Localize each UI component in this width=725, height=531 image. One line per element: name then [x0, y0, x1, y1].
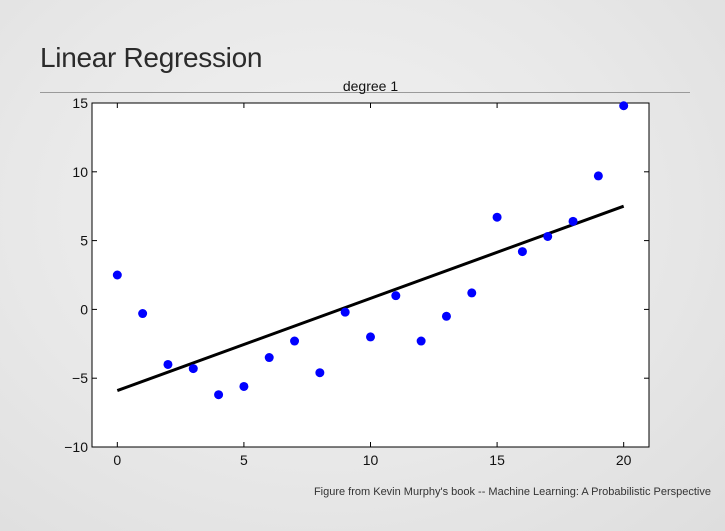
data-point [340, 307, 350, 317]
x-tick-label: 15 [489, 452, 505, 468]
data-point [214, 390, 224, 400]
data-point [112, 270, 122, 280]
data-point [163, 359, 173, 369]
data-point [416, 336, 426, 346]
y-tick-label: 0 [80, 301, 88, 317]
figure-caption: Figure from Kevin Murphy's book -- Machi… [313, 486, 711, 498]
y-tick-label: 10 [72, 164, 88, 180]
x-tick-label: 0 [113, 452, 121, 468]
plot-frame [91, 102, 650, 448]
chart-title: degree 1 [343, 78, 398, 94]
data-point [517, 247, 527, 257]
y-tick-label: 5 [80, 233, 88, 249]
data-point [619, 101, 629, 111]
slide-title: Linear Regression [40, 42, 263, 73]
plot-area: degree 1 0 5 10 15 20 −10 −5 0 5 10 15 [64, 78, 650, 468]
title-divider [40, 92, 690, 93]
data-point [188, 364, 198, 374]
data-point [543, 231, 553, 241]
data-point [441, 311, 451, 321]
y-tick-label: 15 [72, 95, 88, 111]
data-point [391, 291, 401, 301]
regression-line [116, 204, 625, 392]
x-tick-label: 5 [240, 452, 248, 468]
data-point [492, 212, 502, 222]
x-tick-label: 10 [363, 452, 379, 468]
data-point [264, 353, 274, 363]
data-point [290, 336, 300, 346]
data-point [593, 171, 603, 181]
y-tick-label: −10 [64, 439, 88, 455]
data-point [138, 309, 148, 319]
data-point [467, 288, 477, 298]
x-tick-label: 20 [616, 452, 632, 468]
y-tick-label: −5 [72, 370, 88, 386]
data-point [568, 216, 578, 226]
data-point [239, 381, 249, 391]
data-point [366, 332, 375, 342]
data-point [315, 368, 325, 378]
